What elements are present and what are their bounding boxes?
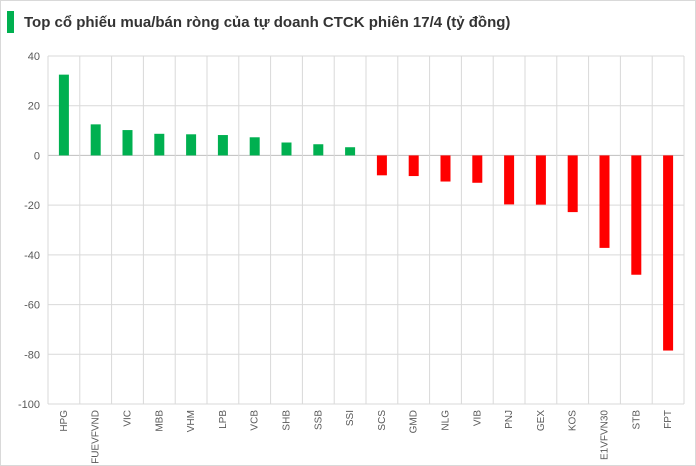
bars	[58, 74, 674, 351]
x-tick-label: MBB	[154, 410, 165, 432]
bar-lpb	[217, 135, 228, 156]
bar-stb	[631, 155, 642, 275]
y-tick-label: -40	[24, 250, 40, 262]
bar-fpt	[663, 155, 674, 351]
bar-vhm	[186, 134, 197, 156]
y-tick-label: 0	[34, 150, 40, 162]
x-tick-label: STB	[631, 410, 642, 430]
bar-pnj	[504, 155, 515, 205]
bar-nlg	[440, 155, 451, 182]
bar-scs	[376, 155, 387, 176]
x-tick-label: GMD	[409, 410, 420, 433]
x-tick-label: LPB	[218, 410, 229, 429]
y-tick-label: -80	[24, 349, 40, 361]
bar-kos	[567, 155, 578, 213]
bar-fuevfvnd	[90, 124, 101, 156]
bar-mbb	[154, 133, 165, 156]
x-axis-ticks: HPG FUEVFVND VIC MBB VHM LPB VCB SHB SSB SSI SCS GM…	[59, 410, 674, 464]
y-tick-label: -100	[18, 399, 40, 411]
x-tick-label: SSB	[313, 410, 324, 430]
x-tick-label: KOS	[568, 410, 579, 431]
bar-e1vfvn30	[599, 155, 610, 248]
x-tick-label: SSI	[345, 410, 356, 426]
x-tick-label: PNJ	[504, 410, 515, 429]
x-tick-label: FUEVFVND	[91, 410, 102, 464]
chart-title-bar: Top cổ phiếu mua/bán ròng của tự doanh C…	[7, 9, 510, 35]
x-tick-label: NLG	[441, 410, 452, 431]
bar-ssb	[313, 144, 324, 156]
y-tick-label: -20	[24, 200, 40, 212]
bar-vcb	[249, 137, 260, 156]
bar-shb	[281, 142, 292, 156]
chart-title: Top cổ phiếu mua/bán ròng của tự doanh C…	[24, 13, 511, 31]
bar-vic	[122, 130, 133, 156]
y-axis-ticks: 40 20 0 -20 -40 -60 -80 -100	[18, 51, 40, 411]
x-tick-label: E1VFVN30	[600, 410, 611, 460]
x-tick-label: HPG	[59, 410, 70, 432]
bar-hpg	[58, 74, 69, 156]
x-tick-label: SHB	[282, 410, 293, 431]
y-tick-label: 40	[28, 51, 40, 63]
y-tick-label: -60	[24, 300, 40, 312]
x-tick-label: VHM	[186, 410, 197, 432]
x-tick-label: SCS	[377, 410, 388, 431]
bar-gex	[535, 155, 546, 205]
y-tick-label: 20	[28, 101, 40, 113]
bar-gmd	[408, 155, 419, 177]
x-tick-label: VIB	[472, 410, 483, 426]
x-tick-label: FPT	[663, 410, 674, 429]
bar-ssi	[345, 147, 356, 156]
x-tick-label: VCB	[250, 410, 261, 431]
gridlines	[47, 55, 685, 405]
title-marker	[7, 11, 14, 33]
bar-vib	[472, 155, 483, 183]
x-tick-label: VIC	[123, 410, 134, 427]
x-tick-label: GEX	[536, 410, 547, 431]
